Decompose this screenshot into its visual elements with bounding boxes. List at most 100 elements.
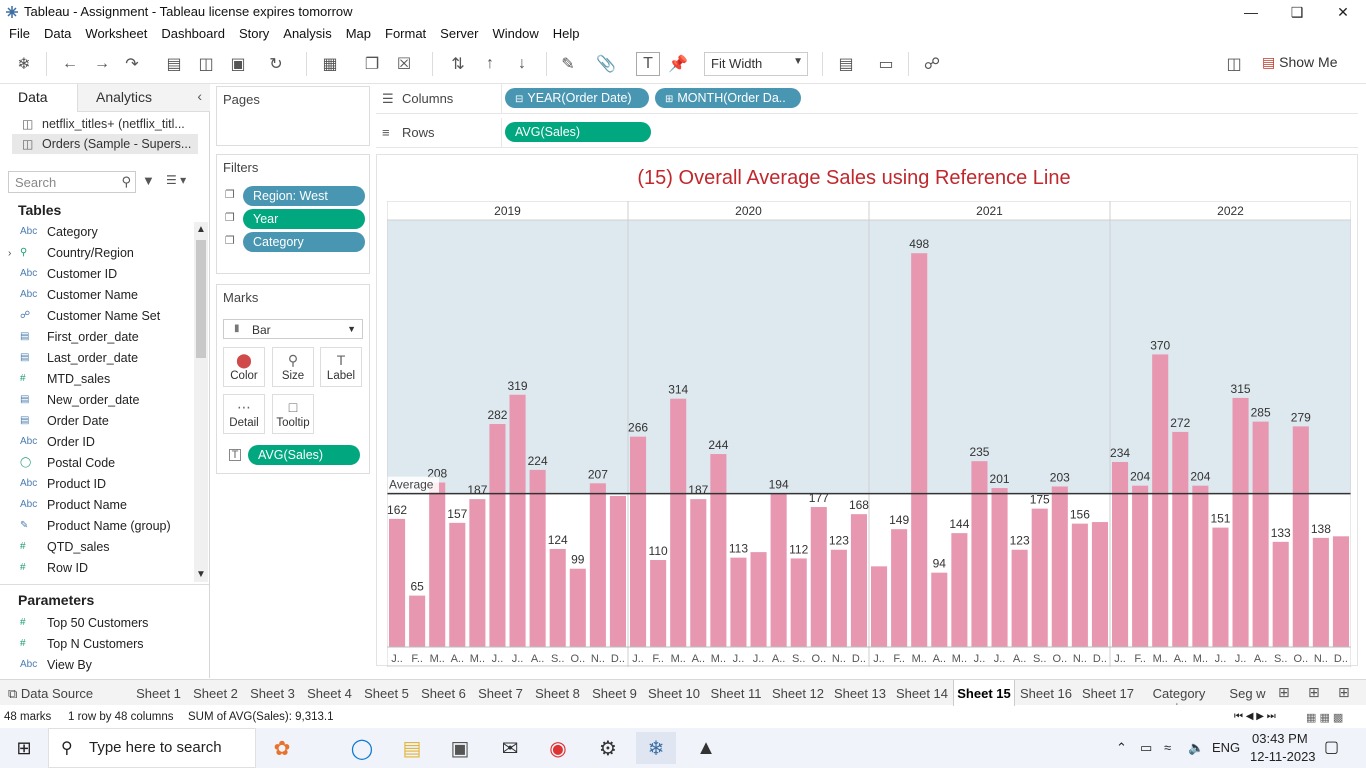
bar[interactable] (1132, 485, 1149, 647)
tooltip-button[interactable]: □ Tooltip (272, 394, 314, 434)
restore-button[interactable]: ❑ (1290, 3, 1304, 20)
scrollbar[interactable]: ▲ ▼ (194, 222, 208, 582)
close-button[interactable]: ✕ (1337, 3, 1349, 20)
sheet-tab[interactable]: Sheet 2 (193, 686, 238, 701)
redo-icon[interactable]: → (94, 55, 110, 72)
columns-pill-year[interactable]: ⊟ YEAR(Order Date) (505, 88, 649, 108)
bar[interactable] (790, 558, 807, 647)
field-item[interactable]: ▤ Order Date (0, 411, 194, 431)
bar[interactable] (730, 557, 747, 647)
bar[interactable] (1031, 508, 1048, 647)
bar[interactable] (911, 253, 928, 647)
bar[interactable] (589, 483, 606, 647)
viz-area[interactable]: (15) Overall Average Sales using Referen… (376, 154, 1358, 667)
menu-help[interactable]: Help (552, 26, 580, 41)
highlight-icon[interactable]: ✎ (561, 56, 575, 73)
bar[interactable] (1332, 536, 1349, 647)
expand-icon[interactable]: › (8, 248, 12, 259)
bar[interactable] (1152, 354, 1169, 647)
bar[interactable] (549, 548, 566, 647)
field-item[interactable]: Abc Product Name (0, 495, 194, 515)
bar[interactable] (609, 495, 626, 647)
detail-button[interactable]: ⋯ Detail (223, 394, 265, 434)
sheet-tab[interactable]: Sheet 15 (953, 680, 1015, 706)
show-labels-icon[interactable]: T (636, 52, 660, 76)
rows-shelf[interactable]: ≡ Rows AVG(Sales) (376, 118, 1358, 148)
field-item[interactable]: ◯ Postal Code (0, 453, 194, 473)
bar[interactable] (529, 469, 546, 647)
share-icon[interactable]: ☍ (923, 56, 941, 73)
menu-window[interactable]: Window (492, 26, 539, 41)
datasource-item[interactable]: ◫ netflix_titles+ (netflix_titl... (12, 114, 198, 134)
bar[interactable] (1091, 522, 1108, 647)
bar[interactable] (449, 522, 466, 647)
volume-icon[interactable]: 🔈 (1188, 740, 1205, 755)
bar[interactable] (1011, 549, 1028, 647)
field-item[interactable]: # MTD_sales (0, 369, 194, 389)
scrollbar-thumb[interactable] (196, 240, 206, 358)
menu-data[interactable]: Data (43, 26, 72, 41)
label-button[interactable]: T Label (320, 347, 362, 387)
sheet-tab[interactable]: Sheet 7 (478, 686, 523, 701)
bar[interactable] (469, 499, 486, 647)
field-item[interactable]: Abc Category (0, 222, 194, 242)
menu-story[interactable]: Story (238, 26, 270, 41)
clock-date[interactable]: 12-11-2023 (1250, 749, 1316, 764)
scroll-down-icon[interactable]: ▼ (196, 569, 206, 580)
clock-time[interactable]: 03:43 PM (1252, 731, 1308, 746)
scroll-up-icon[interactable]: ▲ (196, 224, 206, 235)
settings-gear-icon[interactable]: ⚙ (599, 737, 617, 760)
bar[interactable] (409, 595, 426, 647)
rows-pill-avg-sales[interactable]: AVG(Sales) (505, 122, 651, 142)
bar[interactable] (770, 493, 787, 647)
replay-icon[interactable]: ↷ (125, 56, 139, 73)
tab-analytics[interactable]: Analytics ‹ (78, 84, 210, 112)
bar[interactable] (891, 529, 908, 647)
clear-sheet-icon[interactable]: ☒ (396, 56, 412, 73)
menu-dashboard[interactable]: Dashboard (161, 26, 225, 41)
bar[interactable] (951, 533, 968, 647)
bar[interactable] (429, 482, 446, 647)
bar[interactable] (1051, 486, 1068, 647)
bar[interactable] (1292, 426, 1309, 647)
sheet-tab[interactable]: Sheet 12 (771, 686, 825, 701)
diwali-lamp-icon[interactable]: ✿ (273, 737, 291, 760)
sheet-tab[interactable]: Sheet 10 (647, 686, 701, 701)
field-item[interactable]: Abc Customer ID (0, 264, 194, 284)
presentation-mode-icon[interactable]: ▭ (878, 56, 894, 73)
field-item[interactable]: ▤ New_order_date (0, 390, 194, 410)
bar[interactable] (1212, 527, 1229, 647)
sheet-nav-icon[interactable]: ⏮ ◀ ▶ ⏭ (1234, 711, 1276, 722)
undo-icon[interactable]: ← (62, 55, 78, 72)
bar[interactable] (509, 394, 526, 647)
collapse-icon[interactable]: ‹ (197, 88, 202, 104)
notifications-icon[interactable]: ▢ (1324, 739, 1340, 756)
parameter-item[interactable]: # Top 50 Customers (0, 613, 194, 633)
field-item[interactable]: ⚲ Country/Region (0, 243, 194, 263)
bar[interactable] (489, 424, 506, 647)
bar[interactable] (750, 552, 767, 647)
bar[interactable] (650, 560, 667, 647)
sheet-tab[interactable]: Seg w (1229, 686, 1266, 701)
new-story-icon[interactable]: ⊞ (1338, 684, 1350, 700)
bar[interactable] (1272, 541, 1289, 647)
mark-type-dropdown[interactable]: ▮ Bar ▼ (223, 319, 363, 339)
bar[interactable] (1112, 461, 1129, 647)
sheet-tab[interactable]: Sheet 4 (307, 686, 352, 701)
menu-analysis[interactable]: Analysis (283, 26, 332, 41)
chrome-icon[interactable]: ◉ (549, 737, 567, 760)
new-worksheet-icon[interactable]: ▦ (322, 56, 338, 73)
menu-file[interactable]: File (9, 26, 30, 41)
bar[interactable] (931, 572, 948, 647)
pause-updates-icon[interactable]: ▣ (230, 56, 246, 73)
tray-chevron-icon[interactable]: ⌃ (1116, 740, 1127, 755)
photos-icon[interactable]: ▲ (696, 736, 716, 759)
bar[interactable] (1252, 421, 1269, 647)
menu-format[interactable]: Format (385, 26, 427, 41)
bar[interactable] (1192, 485, 1209, 647)
parameter-item[interactable]: Abc View By (0, 655, 194, 675)
sheet-tab[interactable]: Sheet 8 (535, 686, 580, 701)
refresh-icon[interactable]: ↻ (269, 56, 283, 73)
save-icon[interactable]: ▤ (166, 56, 182, 73)
bar[interactable] (670, 398, 687, 647)
